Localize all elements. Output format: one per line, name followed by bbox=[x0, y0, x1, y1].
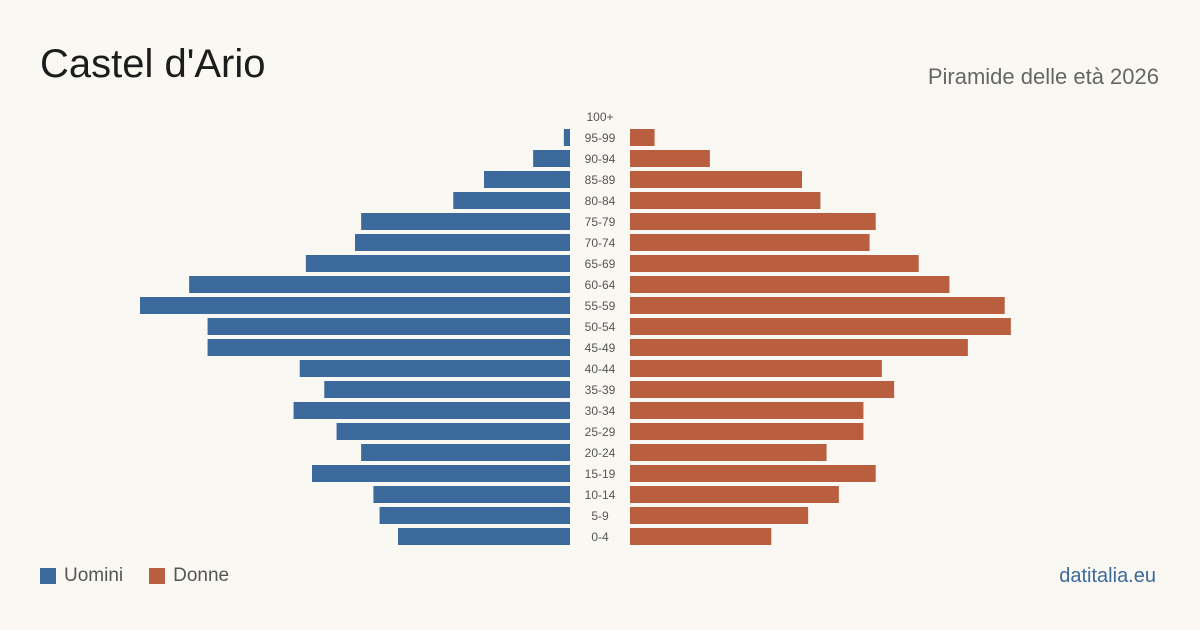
age-label-55-59: 55-59 bbox=[585, 299, 616, 313]
age-label-100plus: 100+ bbox=[586, 110, 613, 124]
age-label-35-39: 35-39 bbox=[585, 383, 616, 397]
bar-women-25-29 bbox=[630, 423, 864, 440]
age-label-50-54: 50-54 bbox=[585, 320, 616, 334]
bar-men-95-99 bbox=[563, 129, 570, 146]
age-label-10-14: 10-14 bbox=[585, 488, 616, 502]
bar-men-45-49 bbox=[207, 339, 571, 356]
chart-subtitle: Piramide delle età 2026 bbox=[927, 64, 1159, 89]
bar-women-80-84 bbox=[630, 192, 821, 209]
legend-item-men: Uomini bbox=[40, 565, 123, 587]
age-label-85-89: 85-89 bbox=[585, 173, 616, 187]
bar-men-30-34 bbox=[293, 402, 570, 419]
bar-women-70-74 bbox=[630, 234, 870, 251]
bar-men-85-89 bbox=[484, 171, 570, 188]
bar-women-95-99 bbox=[630, 129, 655, 146]
age-label-0-4: 0-4 bbox=[591, 530, 609, 544]
bar-men-75-79 bbox=[361, 213, 570, 230]
bar-women-40-44 bbox=[630, 360, 882, 377]
bar-women-15-19 bbox=[630, 465, 876, 482]
bar-women-45-49 bbox=[630, 339, 968, 356]
bar-women-85-89 bbox=[630, 171, 802, 188]
bar-women-5-9 bbox=[630, 507, 809, 524]
bar-women-50-54 bbox=[630, 318, 1011, 335]
age-label-60-64: 60-64 bbox=[585, 278, 616, 292]
bar-women-55-59 bbox=[630, 297, 1005, 314]
bar-men-0-4 bbox=[398, 528, 570, 545]
age-label-80-84: 80-84 bbox=[585, 194, 616, 208]
bar-men-55-59 bbox=[140, 297, 570, 314]
bar-men-60-64 bbox=[189, 276, 570, 293]
bar-men-10-14 bbox=[373, 486, 570, 503]
age-label-90-94: 90-94 bbox=[585, 152, 616, 166]
bar-women-35-39 bbox=[630, 381, 895, 398]
chart-title: Castel d'Ario bbox=[40, 42, 266, 86]
age-label-75-79: 75-79 bbox=[585, 215, 616, 229]
age-label-30-34: 30-34 bbox=[585, 404, 616, 418]
legend: Uomini Donne bbox=[40, 565, 255, 587]
source-link[interactable]: datitalia.eu bbox=[1059, 565, 1156, 587]
bar-men-50-54 bbox=[207, 318, 571, 335]
legend-label-men: Uomini bbox=[64, 565, 124, 586]
age-label-65-69: 65-69 bbox=[585, 257, 616, 271]
bar-women-90-94 bbox=[630, 150, 710, 167]
age-label-40-44: 40-44 bbox=[585, 362, 616, 376]
age-label-70-74: 70-74 bbox=[585, 236, 616, 250]
legend-swatch-men bbox=[40, 568, 56, 584]
legend-label-women: Donne bbox=[173, 565, 230, 586]
age-label-45-49: 45-49 bbox=[585, 341, 616, 355]
bar-men-70-74 bbox=[355, 234, 570, 251]
age-label-95-99: 95-99 bbox=[585, 131, 616, 145]
bar-men-15-19 bbox=[312, 465, 570, 482]
age-label-25-29: 25-29 bbox=[585, 425, 616, 439]
bar-women-65-69 bbox=[630, 255, 919, 272]
bar-men-5-9 bbox=[379, 507, 570, 524]
bar-men-90-94 bbox=[533, 150, 570, 167]
bar-women-60-64 bbox=[630, 276, 950, 293]
bar-women-30-34 bbox=[630, 402, 864, 419]
age-label-20-24: 20-24 bbox=[585, 446, 616, 460]
legend-swatch-women bbox=[149, 568, 166, 584]
bar-women-20-24 bbox=[630, 444, 827, 461]
bar-men-25-29 bbox=[336, 423, 570, 440]
bar-women-75-79 bbox=[630, 213, 876, 230]
bar-women-10-14 bbox=[630, 486, 839, 503]
age-label-5-9: 5-9 bbox=[591, 509, 609, 523]
bar-men-40-44 bbox=[299, 360, 570, 377]
bar-men-35-39 bbox=[324, 381, 570, 398]
age-label-15-19: 15-19 bbox=[585, 467, 616, 481]
bar-women-0-4 bbox=[630, 528, 772, 545]
legend-item-women: Donne bbox=[149, 565, 229, 587]
bar-men-65-69 bbox=[305, 255, 570, 272]
bar-men-20-24 bbox=[361, 444, 570, 461]
bar-men-80-84 bbox=[453, 192, 570, 209]
